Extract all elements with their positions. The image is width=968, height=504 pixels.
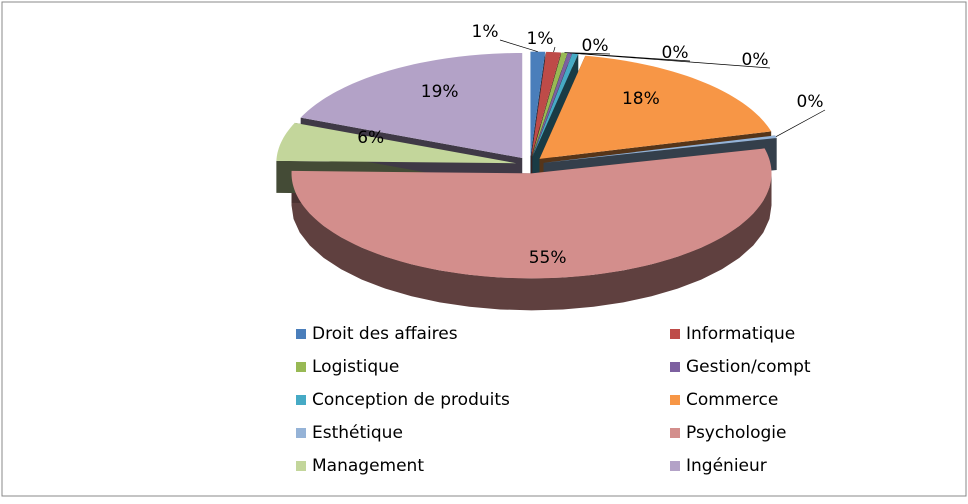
data-label: 0% <box>797 92 824 112</box>
legend-swatch <box>670 362 680 372</box>
slice <box>300 53 523 159</box>
data-label: 1% <box>472 22 499 42</box>
legend-swatch <box>296 461 306 471</box>
slice <box>532 53 579 157</box>
data-label: 1% <box>527 29 554 49</box>
legend-swatch <box>296 362 306 372</box>
slice <box>539 55 772 159</box>
leader-line <box>553 46 556 53</box>
leader-line <box>575 53 771 69</box>
legend-swatch <box>670 461 680 471</box>
slice-side <box>291 173 772 311</box>
legend-label: Ingénieur <box>686 456 767 476</box>
legend-swatch <box>296 395 306 405</box>
legend-swatch <box>670 329 680 339</box>
data-label: 55% <box>529 248 567 268</box>
data-label: 0% <box>662 43 689 63</box>
slice <box>531 52 568 157</box>
slice <box>530 51 546 157</box>
slice <box>532 52 573 157</box>
slice <box>291 148 772 279</box>
data-label: 0% <box>582 36 609 56</box>
legend-label: Logistique <box>312 357 399 377</box>
legend-label: Esthétique <box>312 423 403 443</box>
data-label: 0% <box>742 50 769 70</box>
slice <box>543 135 777 163</box>
legend-swatch <box>670 395 680 405</box>
leader-line <box>775 109 826 138</box>
legend-label: Gestion/compt <box>686 357 811 377</box>
legend-label: Droit des affaires <box>312 324 458 344</box>
legend-swatch <box>670 428 680 438</box>
slice <box>531 51 561 157</box>
legend-label: Commerce <box>686 390 778 410</box>
data-label: 19% <box>421 82 459 102</box>
legend-label: Management <box>312 456 424 476</box>
data-label: 18% <box>622 89 660 109</box>
legend-swatch <box>296 428 306 438</box>
data-label: 6% <box>357 128 384 148</box>
legend-label: Informatique <box>686 324 795 344</box>
slice <box>276 122 517 164</box>
legend-swatch <box>296 329 306 339</box>
legend-label: Psychologie <box>686 423 787 443</box>
legend-label: Conception de produits <box>312 390 510 410</box>
leader-line <box>499 39 538 52</box>
